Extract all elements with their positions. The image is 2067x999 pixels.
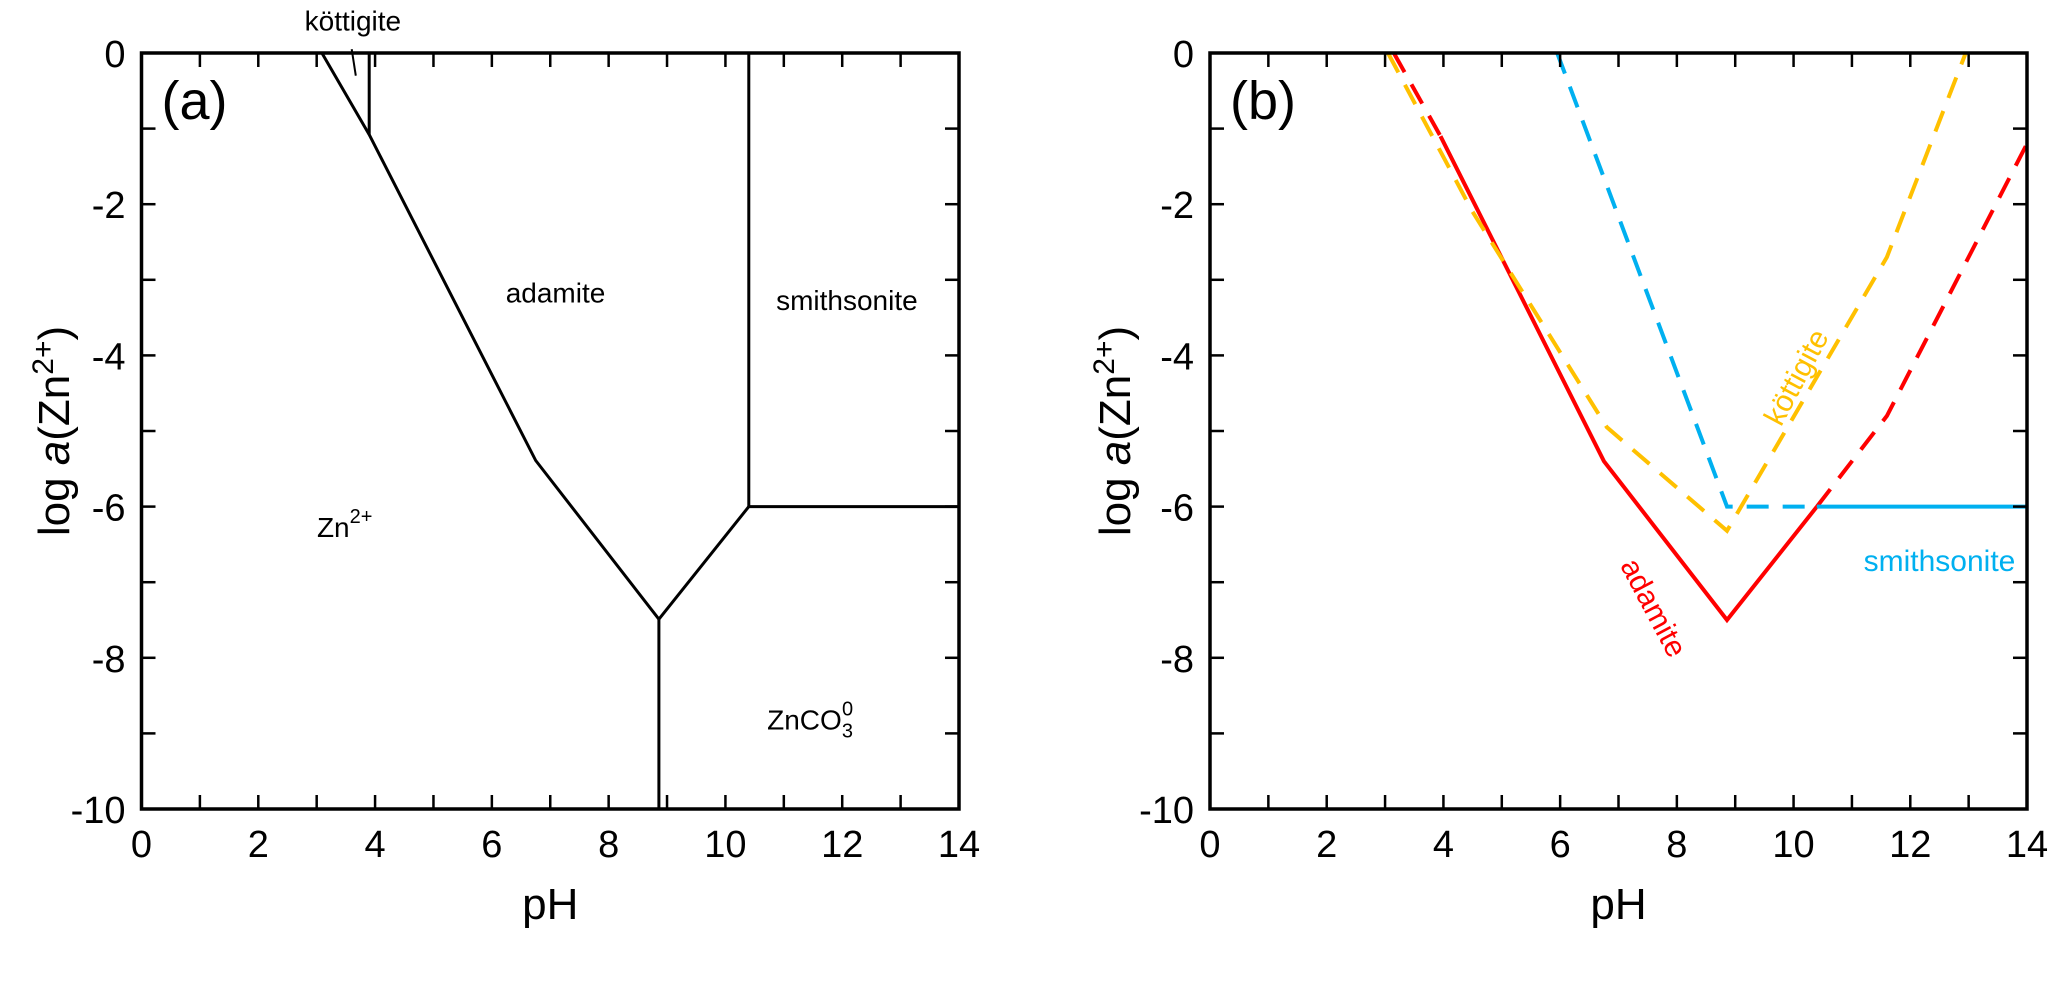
series-line (1386, 52, 1968, 534)
y-tick-label: 0 (104, 34, 125, 76)
x-axis-label: pH (522, 880, 578, 929)
y-tick-label: -2 (92, 185, 126, 227)
y-axis-label-part: a (1091, 441, 1140, 465)
y-axis-label-part: 2+ (1088, 341, 1121, 375)
region-label-sup: 2+ (350, 506, 373, 528)
series-line (1438, 135, 1819, 624)
y-tick-label: -4 (1160, 336, 1194, 378)
y-axis-label-part: 2+ (27, 341, 60, 375)
region-label-text: smithsonite (1864, 545, 2016, 578)
y-axis-label-part: (Zn (30, 375, 79, 441)
y-axis-label-part: a (30, 441, 79, 465)
plot-frame (1208, 51, 2029, 811)
region-label-text: Zn (317, 512, 350, 543)
region-label-sub: 3 (842, 721, 853, 743)
series-line (1555, 52, 1817, 509)
y-tick-label: -8 (92, 639, 126, 681)
x-tick-label: 12 (1889, 824, 1931, 866)
x-tick-label: 0 (1199, 824, 1220, 866)
x-tick-label: 12 (821, 824, 863, 866)
region-label-text: adamite (1614, 553, 1693, 663)
x-tick-label: 10 (1772, 824, 1814, 866)
region-label-text: köttigite (305, 5, 402, 36)
y-tick-label: -10 (1139, 790, 1194, 832)
x-axis-label: pH (1590, 880, 1646, 929)
x-tick-label: 8 (598, 824, 619, 866)
region-label-text: adamite (506, 277, 606, 308)
y-tick-label: -2 (1160, 185, 1194, 227)
y-axis-label-part: log (1091, 465, 1140, 536)
region-label: adamite (1614, 553, 1693, 663)
x-tick-label: 4 (1433, 824, 1454, 866)
x-tick-label: 14 (938, 824, 980, 866)
panel-label: (b) (1230, 71, 1296, 131)
region-label: smithsonite (776, 285, 918, 316)
y-axis-label-part: (Zn (1091, 375, 1140, 441)
panel-label: (a) (162, 71, 228, 131)
region-label-text: ZnCO (767, 705, 842, 736)
region-label-sup: 0 (842, 699, 853, 721)
region-label: ZnCO30 (767, 699, 853, 743)
series-line (320, 52, 661, 621)
region-label: Zn2+ (317, 506, 373, 543)
y-tick-label: -4 (92, 336, 126, 378)
x-tick-label: 4 (365, 824, 386, 866)
x-tick-label: 2 (248, 824, 269, 866)
x-tick-label: 6 (1550, 824, 1571, 866)
region-label-text: smithsonite (776, 285, 918, 316)
y-axis-label-part: ) (30, 326, 79, 341)
region-label: köttigite (305, 5, 402, 36)
x-tick-label: 0 (131, 824, 152, 866)
region-label: adamite (506, 277, 606, 308)
x-tick-label: 2 (1316, 824, 1337, 866)
series-line (1392, 52, 1443, 138)
y-tick-label: -8 (1160, 639, 1194, 681)
x-tick-label: 10 (704, 824, 746, 866)
series-line (1815, 142, 2029, 508)
x-tick-label: 14 (2006, 824, 2048, 866)
y-tick-label: 0 (1173, 34, 1194, 76)
series-line (657, 505, 750, 621)
y-axis-label-part: log (30, 465, 79, 536)
x-tick-label: 8 (1666, 824, 1687, 866)
y-axis-label: log a(Zn2+) (1088, 326, 1140, 536)
y-axis-label-part: ) (1091, 326, 1140, 341)
y-tick-label: -6 (1160, 488, 1194, 530)
y-tick-label: -6 (92, 488, 126, 530)
x-tick-label: 6 (481, 824, 502, 866)
y-axis-label: log a(Zn2+) (27, 326, 79, 536)
plot-frame (139, 51, 961, 811)
region-label: smithsonite (1864, 545, 2016, 578)
y-tick-label: -10 (71, 790, 126, 832)
